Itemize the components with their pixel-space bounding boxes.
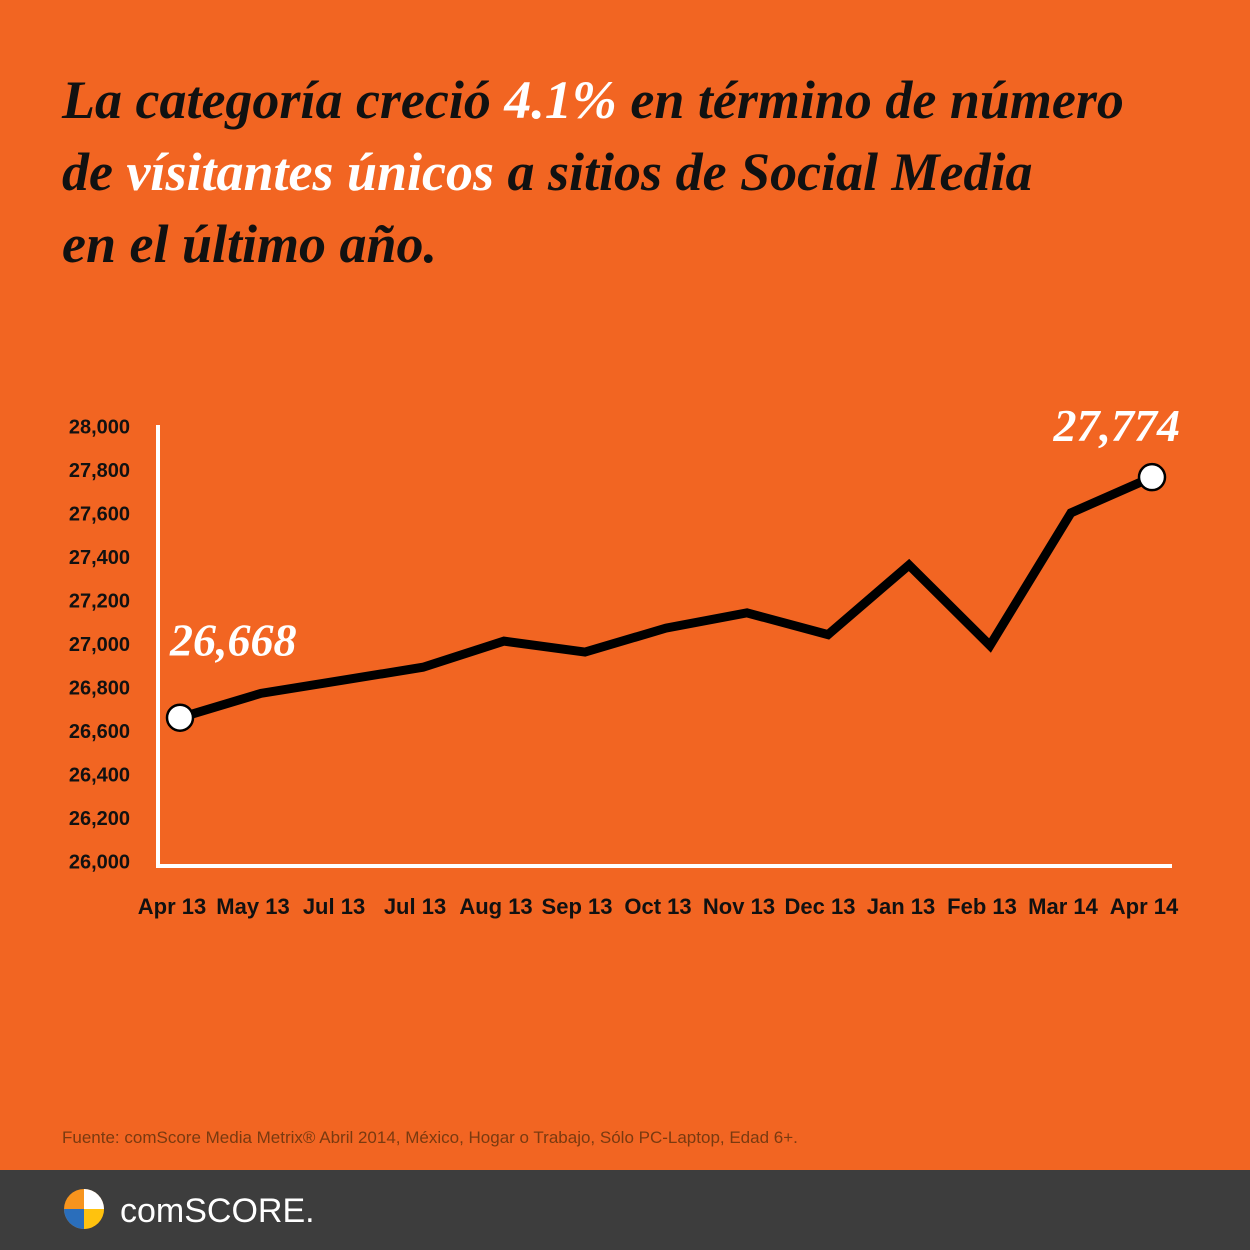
title-part: en término de número xyxy=(617,70,1124,130)
y-tick-label: 27,200 xyxy=(69,590,130,612)
value-label: 27,774 xyxy=(1053,400,1181,451)
x-tick-label: May 13 xyxy=(216,894,289,919)
title-part: de xyxy=(62,142,126,202)
y-tick-label: 26,200 xyxy=(69,808,130,830)
x-tick-label: Apr 14 xyxy=(1110,894,1179,919)
title-part: en el último año. xyxy=(62,214,437,274)
brand-name: comSCORE. xyxy=(120,1192,315,1230)
x-tick-label: Jan 13 xyxy=(867,894,936,919)
x-tick-label: Oct 13 xyxy=(624,894,691,919)
x-tick-label: Sep 13 xyxy=(542,894,613,919)
data-line xyxy=(178,473,1154,723)
source-note: Fuente: comScore Media Metrix® Abril 201… xyxy=(62,1128,798,1147)
y-tick-label: 26,800 xyxy=(69,677,130,699)
x-tick-label: Mar 14 xyxy=(1028,894,1098,919)
point-marker xyxy=(165,703,195,732)
title-line: La categoría creció 4.1% en término de n… xyxy=(61,70,1124,130)
x-tick-label: Apr 13 xyxy=(138,894,206,919)
plot: 26,000 26,200 26,400 26,600 26,800 27,000 27,2… xyxy=(69,400,1180,919)
x-tick-label: Feb 13 xyxy=(947,894,1017,919)
title-highlight: 4.1% xyxy=(503,70,616,130)
title-highlight: vísitantes únicos xyxy=(126,142,494,202)
x-tick-label: Jul 13 xyxy=(303,894,365,919)
x-tick-label: Aug 13 xyxy=(459,894,532,919)
value-label: 26,668 xyxy=(169,615,297,666)
x-tick-label: Nov 13 xyxy=(703,894,775,919)
title-part: La categoría creció xyxy=(61,70,504,130)
y-tick-label: 27,800 xyxy=(69,460,130,482)
footer-bar xyxy=(0,1170,1250,1250)
y-tick-label: 26,600 xyxy=(69,721,130,743)
y-tick-label: 27,000 xyxy=(69,634,130,656)
point-marker xyxy=(1137,462,1167,492)
y-tick-label: 27,400 xyxy=(69,547,130,569)
title-line: en el último año. xyxy=(62,214,437,274)
y-tick-label: 28,000 xyxy=(69,416,130,438)
y-tick-label: 27,600 xyxy=(69,503,130,525)
x-tick-label: Jul 13 xyxy=(384,894,446,919)
x-tick-label: Dec 13 xyxy=(785,894,856,919)
title-part: a sitios de Social Media xyxy=(494,142,1033,202)
logo-icon xyxy=(64,1189,104,1229)
y-tick-label: 26,400 xyxy=(69,764,130,786)
title-line: de vísitantes únicos a sitios de Social … xyxy=(62,142,1033,202)
y-tick-label: 26,000 xyxy=(69,851,130,873)
